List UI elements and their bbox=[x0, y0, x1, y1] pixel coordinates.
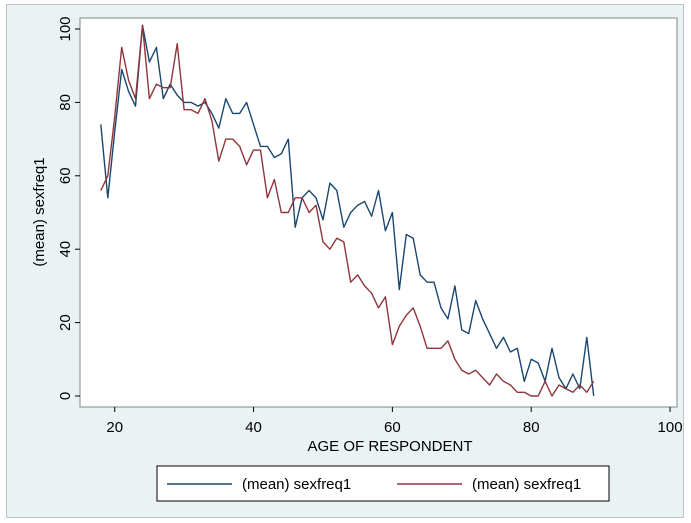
x-tick-label: 100 bbox=[658, 419, 683, 436]
x-tick-label: 60 bbox=[384, 419, 401, 436]
y-tick-label: 0 bbox=[57, 392, 74, 400]
y-tick-label: 100 bbox=[57, 16, 74, 41]
x-tick-label: 20 bbox=[106, 419, 123, 436]
x-tick-label: 80 bbox=[523, 419, 540, 436]
y-tick-label: 20 bbox=[57, 314, 74, 331]
series-line-2 bbox=[100, 24, 595, 397]
axes: 0 20 40 60 80 100 20 40 60 80 100 bbox=[57, 16, 683, 436]
y-axis-title: (mean) sexfreq1 bbox=[31, 157, 48, 266]
y-tick-label: 80 bbox=[57, 94, 74, 111]
legend-box bbox=[156, 465, 610, 502]
legend-label-series-2: (mean) sexfreq1 bbox=[472, 476, 581, 493]
y-tick-label: 40 bbox=[57, 241, 74, 258]
legend-label-series-1: (mean) sexfreq1 bbox=[242, 476, 351, 493]
y-tick-label: 60 bbox=[57, 167, 74, 184]
series-layer bbox=[100, 24, 595, 397]
x-tick-label: 40 bbox=[245, 419, 262, 436]
plot-area bbox=[79, 17, 678, 408]
legend: (mean) sexfreq1 (mean) sexfreq1 bbox=[156, 465, 610, 502]
x-axis-title: AGE OF RESPONDENT bbox=[307, 438, 472, 455]
